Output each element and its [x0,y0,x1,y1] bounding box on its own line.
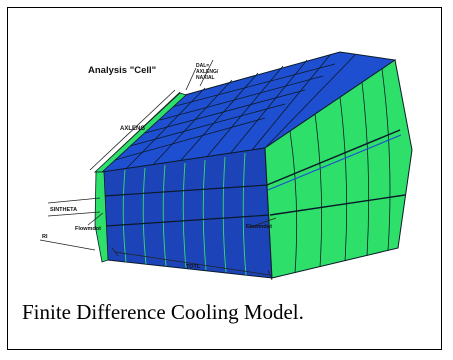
ri-label: RI [42,234,48,240]
totl-label: TOTL [186,264,201,270]
flowmdot-left-label: Flowmdot [75,226,101,232]
dal-label-1: DAL= [196,63,209,69]
right-face-bands-blue [267,134,402,191]
sintheta-label: SINTHETA [50,207,77,213]
dal-label-3: NAXIAL [196,75,215,81]
front-face-bands [103,184,271,227]
flowmdot-right-label: Flowmdot [246,224,272,230]
cooling-model-diagram: Analysis "Cell" DAL= AXLENG/ NAXIAL AXLE… [39,51,413,281]
front-face-grid [122,152,247,276]
axleng-label: AXLENG [120,126,145,132]
top-surface-grid [114,54,356,171]
right-face [264,59,413,279]
figure-caption: Finite Difference Cooling Model. [22,300,304,324]
front-left-strip [94,171,109,263]
right-face-bands [266,129,406,216]
analysis-cell-label: Analysis "Cell" [88,65,156,76]
right-face-grid [289,68,391,274]
annotation-lines [39,59,277,281]
dal-label-2: AXLENG/ [196,69,219,75]
